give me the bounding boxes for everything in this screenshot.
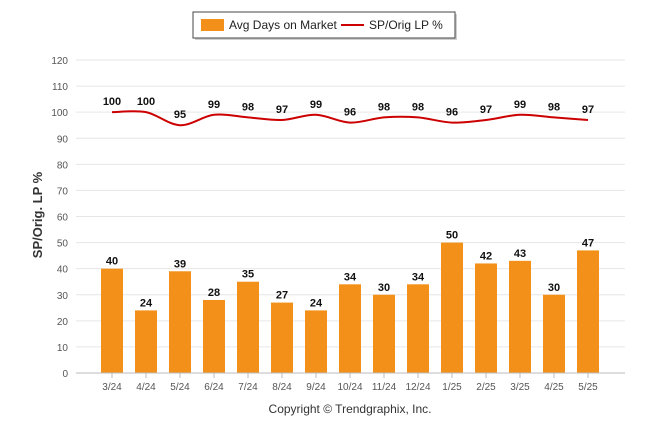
bar-value-label: 39 [174, 258, 186, 270]
x-tick-label: 3/24 [102, 382, 122, 393]
x-tick-label: 8/24 [272, 382, 292, 393]
line-value-label: 98 [412, 101, 424, 113]
x-tick-label: 7/24 [238, 382, 258, 393]
bar [475, 263, 497, 373]
legend: Avg Days on Market SP/Orig LP % [192, 11, 457, 40]
x-tick-label: 5/24 [170, 382, 190, 393]
line-value-label: 96 [446, 107, 458, 119]
line-path [111, 110, 589, 127]
legend-label-line: SP/Orig LP % [369, 18, 443, 32]
line-value-label: 97 [480, 104, 492, 116]
bars [101, 242, 599, 373]
x-tick-label: 6/24 [204, 382, 224, 393]
bar-value-label: 34 [412, 271, 425, 283]
line-value-label: 99 [514, 99, 526, 111]
y-tick-label: 0 [62, 369, 68, 380]
line-value-label: 99 [208, 99, 220, 111]
bar-value-label: 50 [446, 230, 458, 242]
x-tick-label: 2/25 [476, 382, 496, 393]
line-value-label: 100 [137, 96, 155, 108]
line-value-label: 98 [242, 101, 254, 113]
bar [101, 268, 123, 373]
bar [237, 281, 259, 373]
x-tick-label: 1/25 [442, 382, 462, 393]
y-tick-label: 50 [57, 239, 69, 250]
bar-value-label: 30 [548, 282, 560, 294]
bar [203, 299, 225, 373]
bar-value-label: 47 [582, 237, 594, 249]
line-value-label: 95 [174, 109, 186, 121]
bar [271, 302, 293, 373]
x-tick-label: 4/24 [136, 382, 156, 393]
line-value-label: 99 [310, 99, 322, 111]
y-tick-label: 120 [51, 56, 68, 67]
bar [339, 284, 361, 373]
x-tick-label: 4/25 [544, 382, 564, 393]
gridlines [76, 59, 625, 374]
line-value-label: 96 [344, 107, 356, 119]
bar-value-label: 35 [242, 269, 254, 281]
bar-value-label: 43 [514, 248, 526, 260]
x-tick-label: 3/25 [510, 382, 530, 393]
y-axis-label: SP/Orig. LP % [30, 171, 45, 258]
y-tick-label: 90 [57, 134, 69, 145]
y-tick-label: 40 [57, 265, 69, 276]
y-tick-label: 70 [57, 186, 69, 197]
bar-value-label: 42 [480, 250, 492, 262]
y-tick-label: 20 [57, 317, 69, 328]
y-tick-label: 60 [57, 213, 69, 224]
bar [441, 242, 463, 373]
bar [373, 294, 395, 373]
bar-value-label: 24 [140, 297, 153, 309]
bar-value-label: 40 [106, 256, 118, 268]
bar-value-label: 34 [344, 271, 357, 283]
y-tick-label: 30 [57, 291, 69, 302]
bar-labels: 40 24 39 28 35 27 24 34 30 34 50 42 43 30 47 [106, 230, 594, 310]
bar-value-label: 28 [208, 287, 220, 299]
x-tick-label: 9/24 [306, 382, 326, 393]
line-series [111, 110, 589, 127]
bar [169, 271, 191, 373]
line-value-label: 97 [582, 104, 594, 116]
legend-box [192, 11, 456, 39]
bar [543, 294, 565, 373]
x-tick-label: 12/24 [405, 382, 430, 393]
copyright-footer: Copyright © Trendgraphix, Inc. [269, 402, 432, 416]
line-labels: 100 100 95 99 98 97 99 96 98 98 96 97 99 98 97 [103, 96, 594, 121]
line-value-label: 100 [103, 96, 121, 108]
x-tick-label: 10/24 [337, 382, 362, 393]
y-axis-ticks: 0 10 20 30 40 50 60 70 80 90 100 110 120 [51, 56, 68, 380]
bar [577, 250, 599, 373]
y-tick-label: 110 [52, 82, 68, 93]
bar-value-label: 27 [276, 290, 288, 302]
x-tick-label: 11/24 [372, 382, 397, 393]
bar [305, 310, 327, 373]
bar-value-label: 24 [310, 297, 323, 309]
bar-value-label: 30 [378, 282, 390, 294]
line-value-label: 97 [276, 104, 288, 116]
y-tick-label: 10 [57, 343, 69, 354]
y-tick-label: 100 [51, 108, 68, 119]
x-axis: 3/24 4/24 5/24 6/24 7/24 8/24 9/24 10/24 11/24 12… [76, 372, 625, 393]
line-value-label: 98 [378, 101, 390, 113]
x-tick-label: 5/25 [578, 382, 598, 393]
legend-label-bar: Avg Days on Market [229, 18, 337, 32]
bar [407, 284, 429, 373]
legend-swatch-bar [201, 19, 224, 31]
bar [135, 310, 157, 373]
line-value-label: 98 [548, 101, 560, 113]
bar [509, 260, 531, 373]
y-tick-label: 80 [57, 160, 69, 171]
